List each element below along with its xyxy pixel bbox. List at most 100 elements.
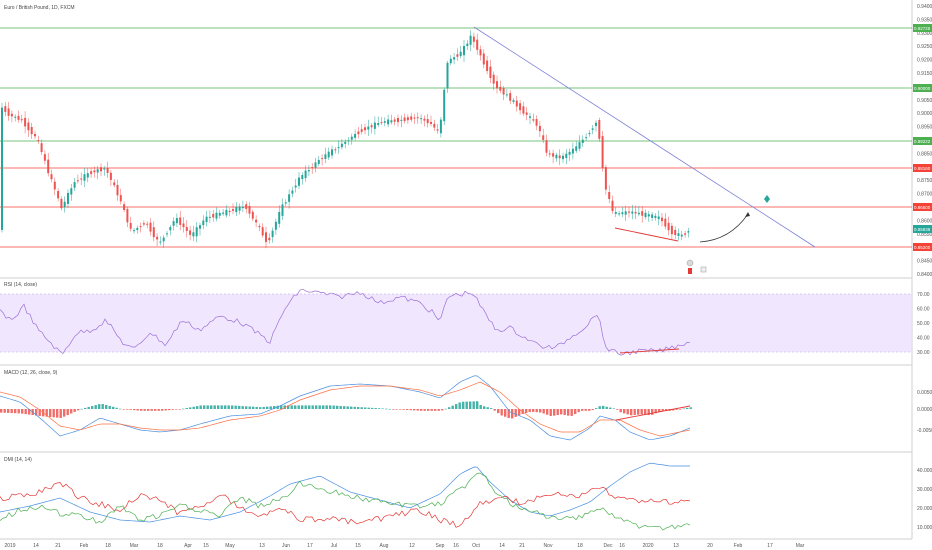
macd-histogram-bar	[651, 409, 654, 415]
candle-body	[291, 190, 294, 194]
price-tick-label: 0.90000	[917, 111, 932, 117]
macd-histogram-bar	[539, 409, 542, 413]
time-tick-label: 2019	[4, 543, 15, 549]
candle-body	[601, 136, 604, 168]
candle-body	[644, 212, 647, 218]
macd-histogram-bar	[514, 409, 517, 417]
macd-histogram-bar	[591, 409, 594, 410]
macd-histogram-bar	[175, 409, 178, 410]
candle-body	[548, 153, 551, 155]
macd-histogram-bar	[66, 409, 69, 416]
candle-body	[136, 227, 139, 231]
macd-histogram-bar	[420, 409, 423, 411]
level-badge-label: 0.89222	[914, 139, 931, 144]
candle-body	[152, 227, 155, 238]
candle-body	[492, 74, 495, 84]
candle-body	[278, 211, 281, 224]
candle-body	[288, 194, 291, 202]
candle-body	[10, 113, 13, 117]
event-calendar-icon[interactable]	[700, 266, 707, 273]
candle-body	[357, 131, 360, 135]
macd-histogram-bar	[199, 405, 202, 409]
macd-histogram-bar	[108, 405, 111, 409]
candle-body	[532, 119, 535, 121]
candle-body	[591, 128, 594, 130]
macd-histogram-bar	[367, 407, 370, 409]
macd-histogram-bar	[262, 406, 265, 409]
candle-body	[598, 120, 601, 139]
macd-histogram-bar	[280, 405, 283, 409]
candle-body	[400, 119, 403, 121]
current-price-label: 0.85838	[914, 227, 931, 232]
macd-histogram-bar	[672, 409, 675, 411]
candle-body	[406, 117, 409, 121]
candle-body	[265, 232, 267, 242]
candle-body	[525, 112, 528, 115]
macd-histogram-bar	[686, 407, 689, 409]
candle-body	[581, 139, 584, 144]
macd-histogram-bar	[406, 409, 409, 410]
macd-histogram-bar	[24, 409, 27, 415]
macd-histogram-bar	[535, 409, 538, 413]
candle-body	[674, 229, 677, 236]
macd-histogram-bar	[616, 409, 619, 410]
candle-body	[258, 225, 261, 228]
candle-body	[459, 51, 462, 56]
symbol-title: Euro / British Pound, 1D, FXCM	[4, 5, 75, 11]
time-tick-label: Feb	[80, 543, 89, 549]
time-tick-label: Jun	[282, 543, 290, 549]
candle-body	[20, 119, 23, 121]
candle-body	[393, 119, 396, 122]
time-tick-label: Apr	[184, 543, 192, 549]
event-icon[interactable]	[686, 259, 694, 267]
macd-histogram-bar	[504, 409, 507, 417]
candlestick-series	[1, 30, 690, 249]
macd-histogram-bar	[17, 409, 20, 414]
candle-body	[109, 172, 112, 180]
macd-histogram-bar	[276, 405, 279, 409]
candle-body	[641, 211, 644, 216]
candle-body	[80, 178, 83, 180]
macd-histogram-bar	[378, 408, 381, 409]
candle-body	[588, 133, 591, 135]
macd-histogram-bar	[630, 409, 633, 416]
macd-histogram-bar	[192, 406, 195, 409]
macd-histogram-bar	[210, 405, 213, 409]
candle-body	[489, 66, 492, 78]
target-marker	[764, 195, 770, 203]
macd-histogram-bar	[570, 409, 573, 416]
candle-body	[542, 135, 545, 140]
candle-body	[228, 211, 231, 213]
candle-body	[182, 223, 185, 228]
candle-body	[304, 170, 307, 179]
candle-body	[680, 234, 683, 237]
time-tick-label: May	[225, 543, 235, 549]
dmi-tick-label: 10.0000	[917, 525, 932, 531]
candle-body	[133, 230, 135, 232]
candle-body	[565, 153, 568, 159]
macd-histogram-bar	[115, 407, 118, 409]
event-flag-icon[interactable]	[688, 268, 692, 274]
rsi-line	[0, 288, 691, 356]
candle-body	[76, 180, 79, 182]
time-tick-label: Sep	[436, 543, 445, 549]
candle-body	[83, 174, 86, 181]
candle-body	[251, 211, 254, 219]
candle-body	[515, 100, 518, 107]
candle-body	[364, 127, 366, 131]
candle-body	[423, 118, 426, 121]
candle-body	[370, 125, 373, 128]
candle-body	[433, 123, 436, 128]
macd-histogram-bar	[213, 405, 216, 409]
macd-histogram-bar	[84, 407, 87, 409]
time-tick-label: 13	[259, 543, 265, 549]
macd-histogram-bar	[633, 409, 636, 415]
candle-body	[126, 209, 129, 223]
macd-histogram-bar	[80, 408, 83, 410]
macd-histogram-bar	[133, 409, 136, 411]
